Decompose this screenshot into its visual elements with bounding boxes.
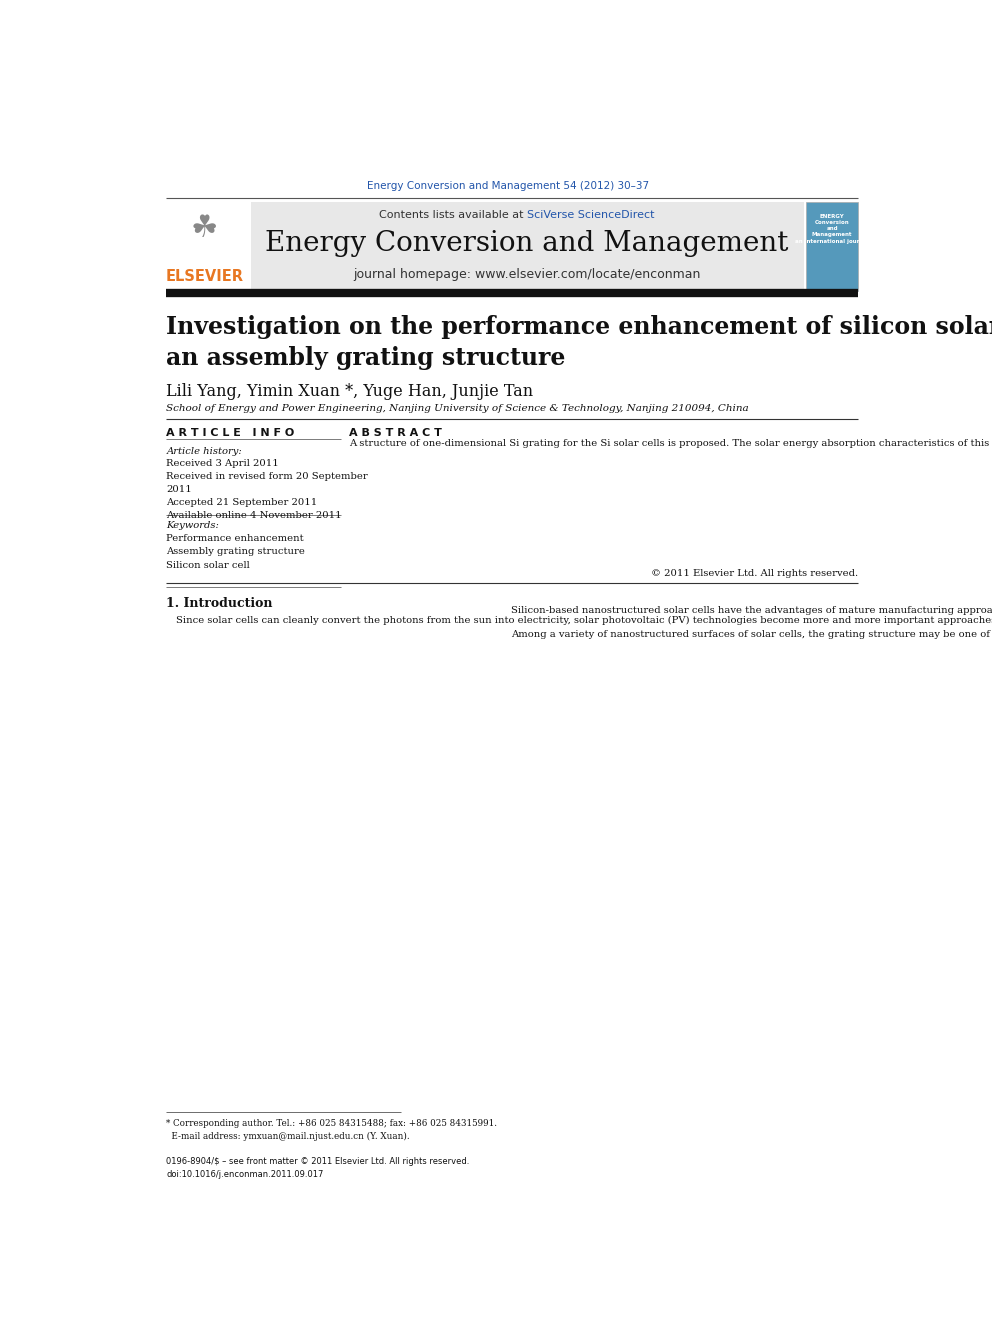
Text: A B S T R A C T: A B S T R A C T <box>349 427 442 438</box>
Text: Performance enhancement
Assembly grating structure
Silicon solar cell: Performance enhancement Assembly grating… <box>167 533 306 570</box>
Text: Silicon-based nanostructured solar cells have the advantages of mature manufactu: Silicon-based nanostructured solar cells… <box>511 606 992 639</box>
FancyBboxPatch shape <box>806 201 858 291</box>
Text: Lili Yang, Yimin Xuan *, Yuge Han, Junjie Tan: Lili Yang, Yimin Xuan *, Yuge Han, Junji… <box>167 382 534 400</box>
Text: Since solar cells can cleanly convert the photons from the sun into electricity,: Since solar cells can cleanly convert th… <box>176 617 992 626</box>
Text: Investigation on the performance enhancement of silicon solar cells with
an asse: Investigation on the performance enhance… <box>167 315 992 370</box>
Text: Article history:: Article history: <box>167 447 242 456</box>
Text: * Corresponding author. Tel.: +86 025 84315488; fax: +86 025 84315991.
  E-mail : * Corresponding author. Tel.: +86 025 84… <box>167 1119 497 1142</box>
Text: © 2011 Elsevier Ltd. All rights reserved.: © 2011 Elsevier Ltd. All rights reserved… <box>651 569 858 578</box>
Text: journal homepage: www.elsevier.com/locate/enconman: journal homepage: www.elsevier.com/locat… <box>353 267 700 280</box>
Text: Energy Conversion and Management 54 (2012) 30–37: Energy Conversion and Management 54 (201… <box>367 181 650 191</box>
Text: ☘: ☘ <box>191 214 218 242</box>
Text: 0196-8904/$ – see front matter © 2011 Elsevier Ltd. All rights reserved.
doi:10.: 0196-8904/$ – see front matter © 2011 El… <box>167 1158 469 1179</box>
Text: A R T I C L E   I N F O: A R T I C L E I N F O <box>167 427 295 438</box>
Text: ELSEVIER: ELSEVIER <box>166 269 244 283</box>
FancyBboxPatch shape <box>251 201 805 291</box>
Text: Contents lists available at: Contents lists available at <box>379 209 527 220</box>
Text: A structure of one-dimensional Si grating for the Si solar cells is proposed. Th: A structure of one-dimensional Si gratin… <box>349 439 992 448</box>
Text: School of Energy and Power Engineering, Nanjing University of Science & Technolo: School of Energy and Power Engineering, … <box>167 405 749 413</box>
FancyBboxPatch shape <box>167 201 251 291</box>
Text: Energy Conversion and Management: Energy Conversion and Management <box>265 230 789 257</box>
Text: Keywords:: Keywords: <box>167 521 219 531</box>
Text: SciVerse ScienceDirect: SciVerse ScienceDirect <box>527 209 655 220</box>
Text: Received 3 April 2011
Received in revised form 20 September
2011
Accepted 21 Sep: Received 3 April 2011 Received in revise… <box>167 459 368 520</box>
Text: ENERGY
Conversion
and
Management
an international journal: ENERGY Conversion and Management an inte… <box>795 214 869 243</box>
Text: 1. Introduction: 1. Introduction <box>167 597 273 610</box>
